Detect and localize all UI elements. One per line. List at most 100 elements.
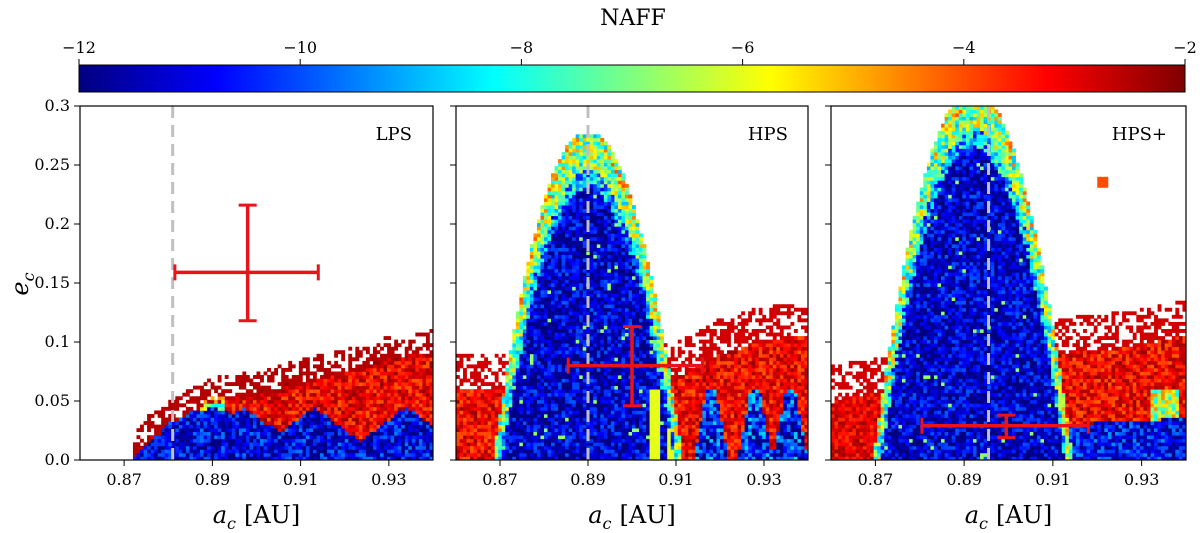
heatmap-cell xyxy=(526,399,531,404)
heatmap-cell xyxy=(192,399,197,404)
heatmap-cell xyxy=(522,346,527,351)
heatmap-cell xyxy=(617,385,622,390)
heatmap-cell xyxy=(547,435,552,440)
heatmap-cell xyxy=(157,410,162,415)
heatmap-cell xyxy=(600,173,605,178)
heatmap-cell xyxy=(242,410,247,415)
heatmap-cell xyxy=(147,424,151,429)
heatmap-cell xyxy=(526,265,531,270)
heatmap-cell xyxy=(572,159,577,163)
heatmap-cell xyxy=(607,375,612,379)
heatmap-cell xyxy=(305,424,310,429)
heatmap-cell xyxy=(596,389,601,394)
heatmap-cell xyxy=(508,445,513,450)
heatmap-cell xyxy=(470,382,474,387)
heatmap-cell xyxy=(614,353,619,358)
heatmap-cell xyxy=(589,421,594,425)
heatmap-cell xyxy=(589,194,594,199)
heatmap-cell xyxy=(277,435,282,440)
heatmap-cell xyxy=(348,353,353,358)
heatmap-cell xyxy=(540,410,545,415)
heatmap-cell xyxy=(182,428,187,433)
heatmap-cell xyxy=(558,304,562,309)
heatmap-cell xyxy=(533,307,538,312)
heatmap-cell xyxy=(178,435,183,440)
heatmap-cell xyxy=(621,456,626,460)
heatmap-cell xyxy=(422,396,427,401)
heatmap-cell xyxy=(610,314,615,319)
heatmap-cell xyxy=(614,307,619,312)
heatmap-cell xyxy=(394,403,399,408)
heatmap-cell xyxy=(515,336,520,340)
heatmap-cell xyxy=(224,396,229,401)
heatmap-cell xyxy=(284,382,289,387)
heatmap-cell xyxy=(291,435,296,440)
heatmap-cell xyxy=(572,385,577,390)
heatmap-cell xyxy=(593,410,598,415)
heatmap-cell xyxy=(603,456,608,460)
heatmap-cell xyxy=(334,445,339,450)
heatmap-cell xyxy=(603,244,608,248)
heatmap-cell xyxy=(355,364,360,369)
heatmap-cell xyxy=(203,399,208,404)
heatmap-cell xyxy=(582,205,587,210)
heatmap-cell xyxy=(302,452,307,457)
heatmap-cell xyxy=(610,201,615,206)
heatmap-cell xyxy=(380,399,384,404)
heatmap-cell xyxy=(401,382,406,387)
heatmap-cell xyxy=(579,325,584,330)
heatmap-cell xyxy=(351,406,356,411)
heatmap-cell xyxy=(526,403,531,408)
heatmap-cell xyxy=(408,413,413,418)
heatmap-cell xyxy=(185,399,190,404)
heatmap-cell xyxy=(245,410,250,415)
heatmap-cell xyxy=(418,442,423,447)
heatmap-cell xyxy=(596,428,601,433)
heatmap-cell xyxy=(515,375,520,379)
heatmap-cell xyxy=(536,378,541,383)
heatmap-cell xyxy=(418,438,423,443)
heatmap-cell xyxy=(477,371,481,376)
heatmap-cell xyxy=(547,406,552,411)
heatmap-cell xyxy=(466,392,471,397)
heatmap-cell xyxy=(600,325,605,330)
heatmap-cell xyxy=(551,417,555,422)
heatmap-cell xyxy=(621,332,626,337)
heatmap-cell xyxy=(575,141,580,146)
heatmap-cell xyxy=(603,396,608,401)
heatmap-cell xyxy=(263,410,268,415)
heatmap-cell xyxy=(150,445,155,450)
heatmap-cell xyxy=(245,449,250,454)
heatmap-cell xyxy=(456,438,460,443)
heatmap-cell xyxy=(589,371,594,376)
heatmap-cell xyxy=(544,258,548,263)
heatmap-cell xyxy=(380,410,384,415)
heatmap-cell xyxy=(512,353,517,358)
heatmap-cell xyxy=(341,442,346,447)
heatmap-cell xyxy=(418,392,423,397)
heatmap-cell xyxy=(575,261,580,266)
heatmap-cell xyxy=(456,421,460,425)
heatmap-cell xyxy=(344,371,349,376)
heatmap-cell xyxy=(600,148,605,153)
heatmap-cell xyxy=(547,236,552,241)
heatmap-cell xyxy=(547,240,552,245)
heatmap-cell xyxy=(561,258,566,263)
heatmap-cell xyxy=(575,148,580,153)
heatmap-cell xyxy=(415,413,420,418)
heatmap-cell xyxy=(459,392,464,397)
heatmap-cell xyxy=(603,254,608,259)
heatmap-cell xyxy=(390,452,395,457)
heatmap-cell xyxy=(582,375,587,379)
heatmap-cell xyxy=(621,190,626,195)
heatmap-cell xyxy=(558,421,562,425)
heatmap-cell xyxy=(355,445,360,450)
heatmap-cell xyxy=(348,442,353,447)
heatmap-cell xyxy=(372,364,377,369)
heatmap-cell xyxy=(522,339,527,344)
heatmap-cell xyxy=(298,406,303,411)
heatmap-cell xyxy=(565,166,569,171)
heatmap-cell xyxy=(561,413,566,418)
heatmap-cell xyxy=(196,403,201,408)
heatmap-cell xyxy=(565,385,569,390)
